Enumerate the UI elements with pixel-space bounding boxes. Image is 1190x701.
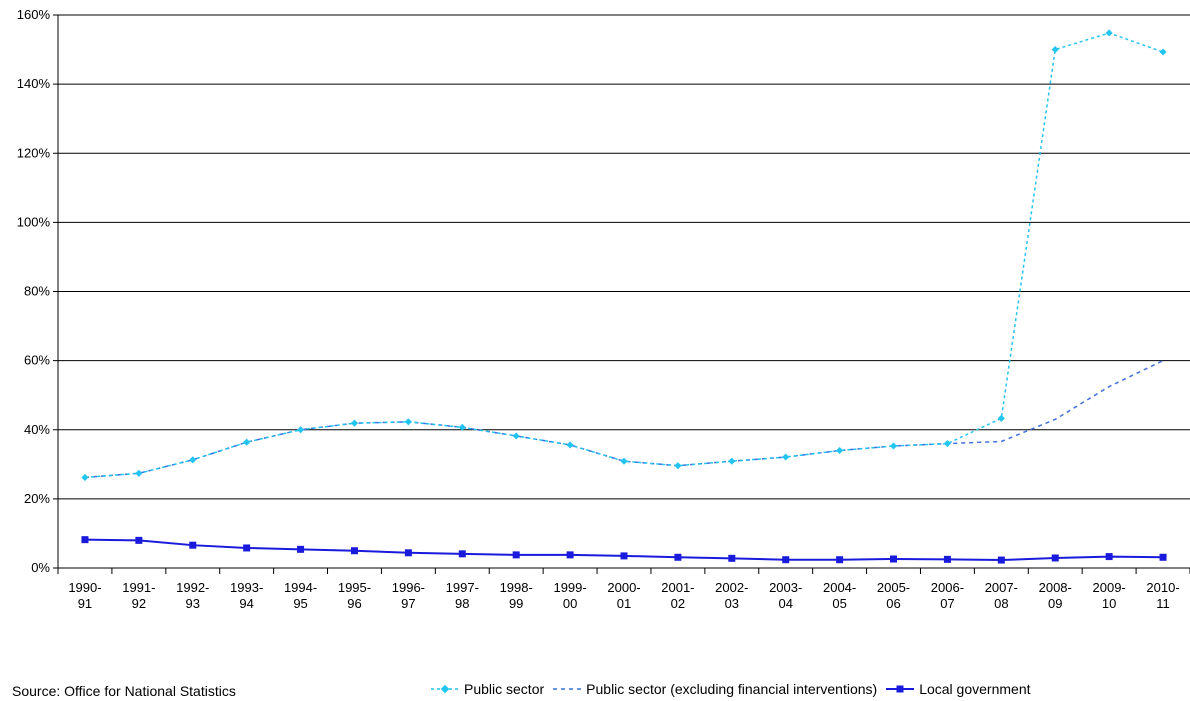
source-note: Source: Office for National Statistics [12, 683, 236, 699]
data-point-local-government [243, 544, 251, 552]
data-point-public-sector [997, 414, 1005, 422]
y-tick-label: 60% [24, 353, 50, 368]
legend-item-public-sector: Public sector [430, 681, 552, 697]
data-point-local-government [135, 536, 143, 544]
x-tick-label: 1992-93 [176, 580, 209, 611]
legend-key-local-government [886, 685, 915, 693]
y-tick-label: 100% [17, 214, 51, 229]
x-tick-label: 1996-97 [392, 580, 425, 611]
x-tick-label: 2004-05 [823, 580, 856, 611]
chart-legend: Public sector Public sector (excluding f… [430, 681, 1039, 697]
data-point-public-sector [620, 457, 628, 465]
x-tick-label: 2010-11 [1146, 580, 1179, 611]
data-point-public-sector [189, 456, 197, 464]
legend-key-public-sector [431, 684, 459, 694]
data-point-public-sector [889, 442, 898, 450]
y-tick-label: 80% [24, 284, 50, 299]
x-tick-label: 2007-08 [985, 580, 1018, 611]
data-point-public-sector [135, 469, 143, 477]
series-lines [81, 29, 1167, 564]
data-point-public-sector [81, 473, 89, 481]
y-tick-label: 40% [24, 422, 50, 437]
data-point-local-government [943, 555, 951, 563]
legend-label-public-sector: Public sector [464, 681, 545, 697]
y-tick-label: 120% [17, 145, 51, 160]
series-line-public-sector [84, 32, 1164, 479]
data-point-public-sector [1159, 48, 1167, 56]
x-tick-label: 1999-00 [553, 580, 586, 611]
y-tick-label: 0% [31, 560, 50, 575]
x-tick-label: 2001-02 [661, 580, 694, 611]
data-point-local-government [81, 536, 89, 544]
data-point-local-government [1051, 554, 1059, 562]
x-axis-tick-labels: 1990-91 1991-92 1992-93 1993-94 1994-95 1995-… [68, 580, 1179, 611]
x-tick-label: 2009-10 [1093, 580, 1126, 611]
data-point-public-sector [243, 438, 251, 446]
x-tick-label: 1995-96 [338, 580, 371, 611]
data-point-public-sector [350, 419, 359, 427]
gridlines [53, 14, 1190, 574]
data-point-local-government [620, 552, 628, 560]
data-point-local-government [512, 551, 520, 559]
data-point-public-sector [1051, 46, 1059, 54]
y-tick-label: 140% [17, 76, 51, 91]
x-tick-label: 2006-07 [931, 580, 964, 611]
x-tick-label: 1993-94 [230, 580, 263, 611]
data-point-public-sector [297, 426, 305, 434]
data-point-public-sector [836, 446, 844, 455]
x-tick-label: 2002-03 [715, 580, 748, 611]
data-point-public-sector [782, 453, 790, 461]
data-point-local-government [836, 556, 844, 564]
legend-label-public-sector-ex: Public sector (excluding financial inter… [586, 681, 878, 697]
data-point-local-government [404, 549, 412, 557]
line-chart: 0%20%40%60%80%100%120%140%160% 1990-9119… [17, 7, 1190, 611]
data-point-local-government [1105, 553, 1113, 561]
series-line-public-sector-ex [84, 359, 1164, 479]
legend-item-public-sector-ex: Public sector (excluding financial inter… [552, 681, 885, 697]
data-point-local-government [350, 547, 358, 555]
data-point-local-government [782, 556, 790, 564]
data-point-public-sector [674, 462, 682, 470]
x-tick-label: 2008-09 [1039, 580, 1072, 611]
legend-label-local-government: Local government [919, 681, 1031, 697]
data-point-local-government [674, 553, 682, 561]
x-tick-label: 1997-98 [446, 580, 479, 611]
y-tick-label: 160% [17, 7, 51, 22]
data-point-public-sector [404, 418, 412, 426]
x-tick-label: 1990-91 [68, 580, 101, 611]
legend-item-local-government: Local government [885, 681, 1038, 697]
data-point-public-sector [728, 457, 736, 465]
y-axis-tick-labels: 0% 20% 40% 60% 80% 100% 120% 140% 160% [17, 7, 51, 575]
data-point-local-government [1159, 553, 1167, 561]
data-point-public-sector [566, 441, 574, 449]
data-point-local-government [189, 541, 197, 549]
legend-key-public-sector-ex [553, 688, 582, 690]
x-tick-label: 2000-01 [607, 580, 640, 611]
x-tick-label: 2005-06 [877, 580, 910, 611]
data-point-local-government [566, 551, 574, 559]
data-point-public-sector [1105, 29, 1113, 37]
data-point-local-government [890, 555, 898, 563]
x-tick-label: 1991-92 [122, 580, 155, 611]
data-point-public-sector [943, 440, 951, 448]
x-tick-label: 2003-04 [769, 580, 802, 611]
data-point-local-government [297, 545, 305, 553]
data-point-public-sector [512, 432, 520, 440]
x-tick-label: 1994-95 [284, 580, 317, 611]
data-point-public-sector [458, 423, 466, 431]
y-tick-label: 20% [24, 491, 50, 506]
data-point-local-government [728, 554, 736, 562]
data-point-local-government [997, 556, 1005, 564]
x-tick-label: 1998-99 [500, 580, 533, 611]
data-point-local-government [458, 550, 466, 558]
